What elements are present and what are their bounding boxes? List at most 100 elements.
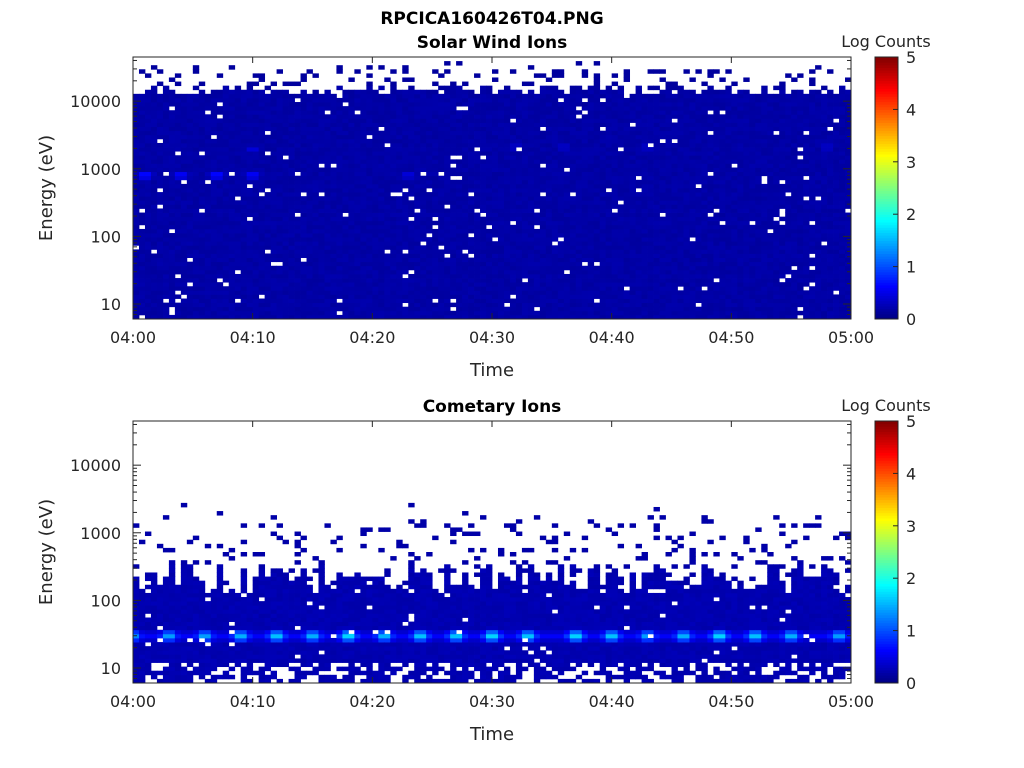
heatmap-cell [336, 220, 343, 226]
heatmap-cell [611, 167, 619, 173]
heatmap-cell [300, 204, 307, 209]
heatmap-cell [635, 278, 642, 283]
heatmap-cell [551, 175, 559, 181]
heatmap-cell [240, 269, 248, 275]
heatmap-cell [569, 114, 577, 119]
heatmap-cell [581, 216, 589, 222]
heatmap-cell [342, 179, 349, 185]
heatmap-cell [545, 216, 553, 222]
heatmap-cell [156, 81, 164, 87]
heatmap-cell [575, 134, 583, 140]
heatmap-cell [599, 282, 607, 287]
heatmap-cell [174, 122, 182, 127]
heatmap-cell [563, 249, 571, 254]
heatmap-cell [324, 273, 331, 279]
heatmap-cell [378, 134, 385, 140]
heatmap-cell [408, 134, 415, 140]
heatmap-cell [557, 196, 565, 201]
heatmap-cell [174, 196, 182, 201]
heatmap-cell [551, 220, 559, 226]
heatmap-cell [533, 273, 541, 279]
heatmap-cell [390, 286, 397, 291]
heatmap-cell [372, 265, 379, 271]
heatmap-cell [282, 204, 289, 209]
heatmap-cell [635, 97, 642, 103]
heatmap-cell [288, 81, 295, 87]
heatmap-cell [258, 241, 266, 246]
heatmap-cell [216, 89, 224, 95]
heatmap-cell [264, 171, 272, 177]
heatmap-cell [486, 208, 493, 213]
heatmap-cell [665, 93, 672, 99]
heatmap-cell [150, 93, 158, 99]
heatmap-cell [581, 130, 589, 136]
heatmap-cell [414, 241, 421, 246]
heatmap-cell [641, 118, 648, 123]
heatmap-cell [581, 102, 589, 107]
heatmap-cell [665, 310, 672, 316]
heatmap-cell [605, 265, 613, 271]
heatmap-cell [551, 298, 559, 304]
heatmap-cell [629, 237, 636, 242]
heatmap-cell [240, 171, 248, 177]
heatmap-cell [186, 130, 194, 136]
heatmap-cell [342, 106, 349, 111]
heatmap-cell [234, 138, 242, 144]
heatmap-cell [318, 110, 325, 115]
heatmap-cell [539, 306, 547, 312]
heatmap-cell [354, 204, 361, 209]
heatmap-cell [133, 253, 140, 258]
heatmap-cell [611, 237, 619, 242]
heatmap-cell [629, 151, 636, 156]
heatmap-cell [144, 106, 152, 111]
heatmap-cell [581, 122, 589, 127]
heatmap-cell [575, 220, 583, 226]
heatmap-cell [330, 196, 337, 201]
heatmap-cell [228, 228, 236, 234]
heatmap-cell [492, 171, 499, 177]
heatmap-cell [545, 290, 553, 295]
heatmap-cell [426, 249, 433, 254]
heatmap-cell [551, 286, 559, 291]
heatmap-cell [599, 212, 607, 218]
heatmap-cell [438, 200, 445, 205]
heatmap-cell [282, 269, 289, 275]
heatmap-cell [665, 237, 672, 242]
heatmap-cell [276, 102, 283, 107]
heatmap-cell [665, 167, 672, 173]
heatmap-cell [545, 208, 553, 213]
heatmap-cell [348, 89, 355, 95]
heatmap-cell [462, 294, 469, 299]
heatmap-cell [450, 85, 457, 91]
heatmap-cell [527, 278, 535, 283]
heatmap-cell [348, 216, 355, 222]
heatmap-cell [438, 93, 445, 99]
heatmap-cell [569, 298, 577, 304]
heatmap-cell [647, 167, 654, 173]
heatmap-cell [444, 269, 451, 275]
heatmap-cell [222, 155, 230, 160]
heatmap-cell [587, 155, 595, 160]
heatmap-cell [599, 114, 607, 119]
heatmap-cell [312, 253, 319, 258]
heatmap-cell [557, 110, 565, 115]
heatmap-cell [611, 163, 619, 168]
heatmap-cell [294, 257, 301, 263]
heatmap-cell [593, 282, 601, 287]
heatmap-cell [617, 192, 625, 197]
heatmap-cell [336, 138, 343, 144]
heatmap-cell [156, 216, 164, 222]
heatmap-cell [635, 118, 642, 123]
heatmap-cell [492, 102, 499, 107]
heatmap-cell [324, 253, 331, 258]
heatmap-cell [456, 61, 463, 66]
heatmap-cell [659, 167, 666, 173]
heatmap-cell [180, 314, 188, 320]
heatmap-cell [222, 273, 230, 279]
heatmap-cell [264, 110, 272, 115]
heatmap-cell [557, 241, 565, 246]
heatmap-cell [408, 310, 415, 316]
heatmap-cell [192, 216, 200, 222]
heatmap-cell [665, 294, 672, 299]
heatmap-cell [186, 147, 194, 152]
